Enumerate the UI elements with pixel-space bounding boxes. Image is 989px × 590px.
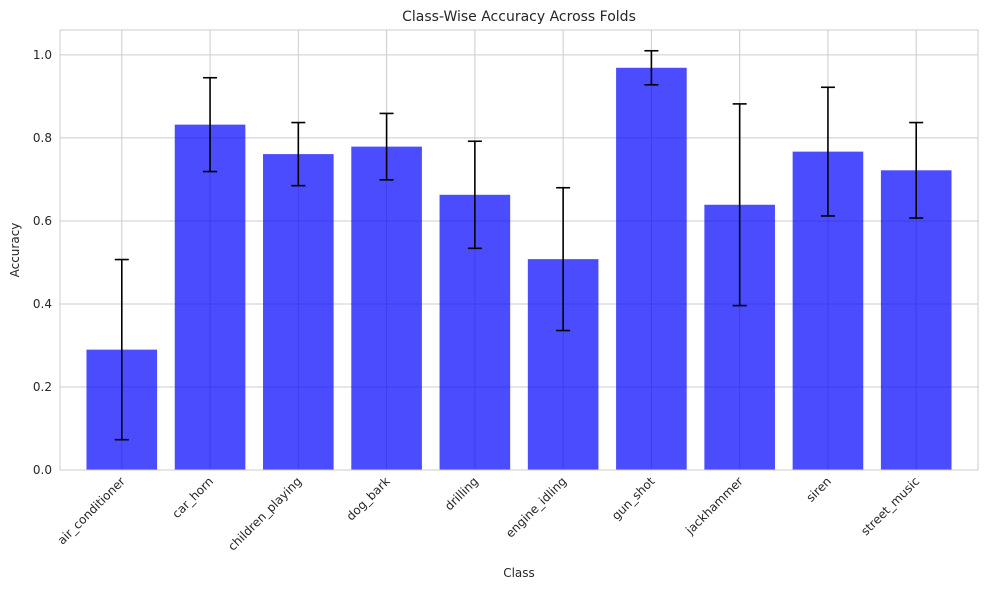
y-tick-label: 0.6 [33,214,52,228]
y-tick-label: 0.0 [33,463,52,477]
x-tick-label: dog_bark [344,474,393,523]
x-tick-label: engine_idling [503,474,569,540]
plot-frame [59,29,979,471]
x-tick-label: car_horn [169,474,216,521]
y-tick-label: 1.0 [33,48,52,62]
bar-street-music [880,170,952,470]
bars [86,67,952,471]
error-bars [114,49,924,441]
bar-dog-bark [351,146,422,470]
x-tick-label: air_conditioner [55,474,128,547]
y-tick-label: 0.8 [33,131,52,145]
y-tick-label: 0.4 [33,297,52,311]
bar-gun-shot [616,67,687,470]
x-tick-label: drilling [442,474,481,513]
y-tick-label: 0.2 [33,380,52,394]
x-tick-label: street_music [858,474,922,538]
y-tick-labels: 0.0 0.2 0.4 0.6 0.8 1.0 [33,48,52,477]
y-axis-label: Accuracy [8,223,22,278]
x-tick-label: jackhammer [682,474,746,538]
x-tick-label: children_playing [225,474,304,553]
x-tick-labels: air_conditioner car_horn children_playing d… [55,474,923,553]
chart-title: Class-Wise Accuracy Across Folds [402,9,636,25]
bar-car-horn [174,124,246,470]
bar-children-playing [263,154,334,470]
x-tick-label: gun_shot [609,474,658,523]
x-axis-label: Class [503,566,535,580]
x-tick-label: siren [803,474,834,505]
